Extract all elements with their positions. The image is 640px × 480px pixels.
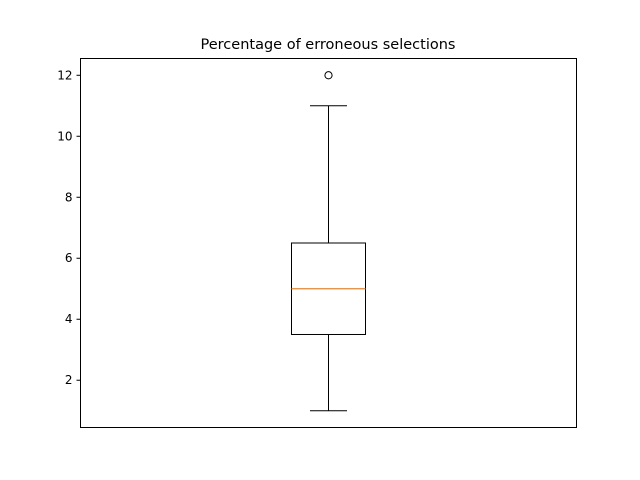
- y-tick-label: 4: [65, 312, 73, 326]
- plot-area-frame: [80, 58, 577, 428]
- chart-marks: 2 4 6 8 10 12: [57, 68, 366, 412]
- y-tick-label: 12: [57, 68, 72, 82]
- y-tick-label: 6: [65, 251, 73, 265]
- y-tick-label: 2: [65, 373, 73, 387]
- y-tick-label: 10: [57, 129, 72, 143]
- chart-title: Percentage of erroneous selections: [201, 37, 456, 53]
- y-tick-label: 8: [65, 190, 73, 204]
- outlier-point: [324, 71, 333, 80]
